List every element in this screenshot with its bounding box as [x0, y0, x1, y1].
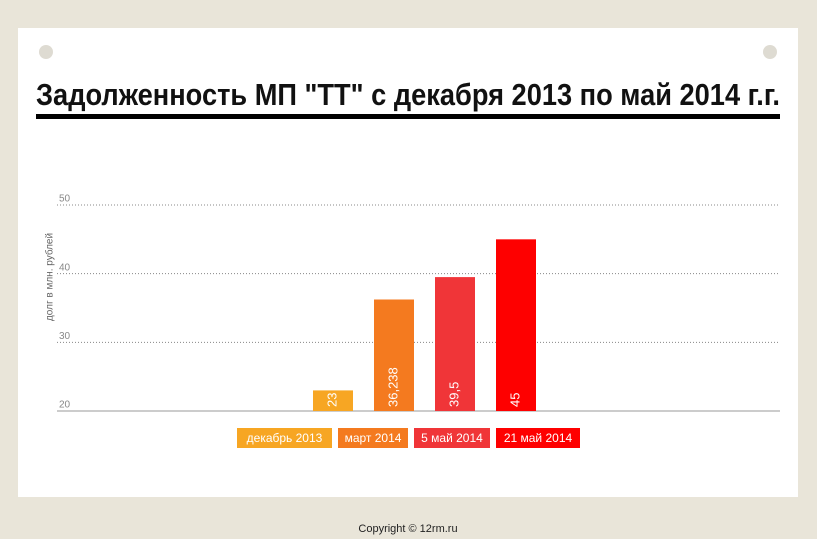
value-label: 39,5 — [446, 382, 461, 407]
legend-label: март 2014 — [345, 431, 402, 445]
bar — [496, 239, 536, 411]
y-tick-label: 50 — [59, 194, 71, 205]
chart-title: Задолженность МП "ТТ" с декабря 2013 по … — [36, 77, 780, 112]
legend-label: 5 май 2014 — [421, 431, 483, 445]
card — [18, 28, 798, 497]
legend-swatch — [496, 428, 580, 448]
bar — [313, 390, 353, 411]
y-axis-label: долг в млн. рублей — [44, 233, 56, 321]
legend-swatch — [237, 428, 332, 448]
bar — [435, 277, 475, 411]
y-tick-label: 30 — [59, 331, 71, 342]
y-tick-label: 20 — [59, 400, 71, 411]
value-label: 36,238 — [385, 367, 400, 407]
footer: Copyright © 12rm.ru — [358, 523, 457, 535]
dot — [763, 45, 777, 59]
title-rule — [36, 114, 780, 119]
legend-label: 21 май 2014 — [504, 431, 573, 445]
legend-label: декабрь 2013 — [247, 431, 323, 445]
y-tick-label: 40 — [59, 262, 71, 273]
value-label: 45 — [507, 393, 522, 407]
legend-swatch — [414, 428, 490, 448]
legend-swatch — [338, 428, 408, 448]
dot — [39, 45, 53, 59]
value-label: 23 — [324, 393, 339, 407]
bar — [374, 299, 414, 411]
